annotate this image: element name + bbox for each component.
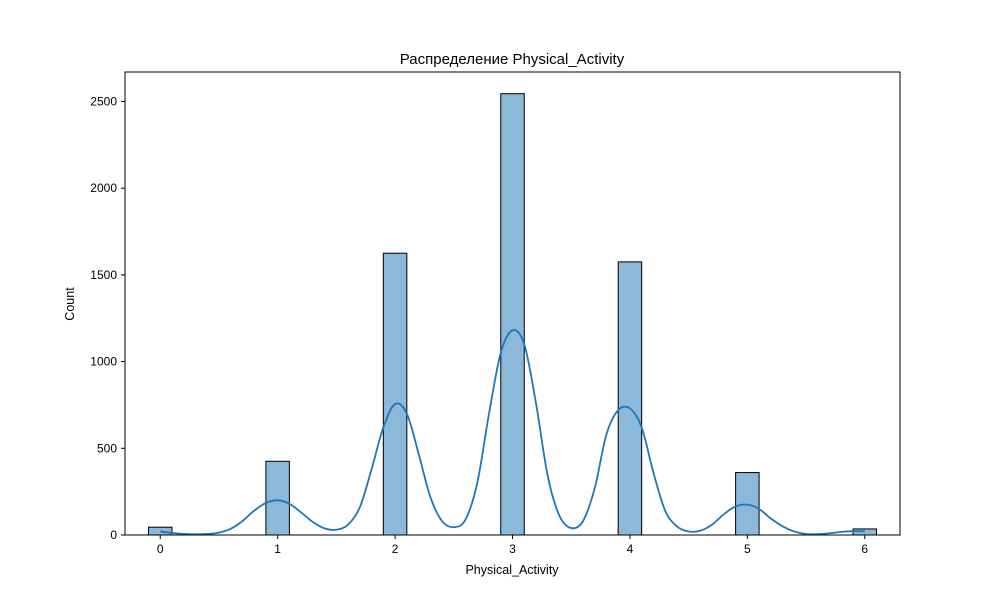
x-tick-label: 2 bbox=[392, 542, 399, 556]
y-tick-label: 1500 bbox=[90, 268, 117, 282]
x-tick-label: 4 bbox=[627, 542, 634, 556]
y-tick-label: 2000 bbox=[90, 181, 117, 195]
chart-title: Распределение Physical_Activity bbox=[400, 51, 625, 68]
x-tick-label: 0 bbox=[157, 542, 164, 556]
x-tick-label: 3 bbox=[509, 542, 516, 556]
y-tick-label: 500 bbox=[97, 441, 117, 455]
x-tick-label: 1 bbox=[274, 542, 281, 556]
histogram-bar-4 bbox=[617, 261, 643, 536]
y-tick-label: 2500 bbox=[90, 94, 117, 108]
histogram-bar-2 bbox=[382, 252, 408, 536]
y-tick-label: 0 bbox=[110, 528, 117, 542]
kde-curve bbox=[160, 329, 865, 536]
x-axis-label: Physical_Activity bbox=[465, 563, 559, 577]
x-axis-ticks: 0 1 2 3 4 5 6 bbox=[157, 535, 868, 556]
histogram-bars bbox=[147, 93, 878, 536]
y-axis-label: Count bbox=[63, 287, 77, 321]
histogram-bar-0 bbox=[147, 526, 173, 536]
histogram-bar-3 bbox=[500, 93, 525, 536]
histogram-bar-1 bbox=[265, 460, 290, 536]
y-axis-ticks: 0 500 1000 1500 2000 2500 bbox=[90, 94, 125, 542]
x-tick-label: 5 bbox=[744, 542, 751, 556]
y-tick-label: 1000 bbox=[90, 355, 117, 369]
x-tick-label: 6 bbox=[861, 542, 868, 556]
